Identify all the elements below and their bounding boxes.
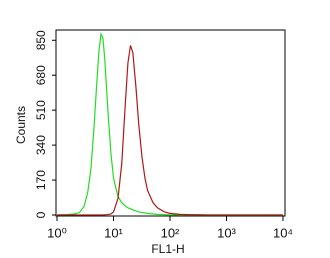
x-axis-label: FL1-H bbox=[151, 242, 184, 256]
series-line bbox=[57, 45, 283, 216]
y-tick-label: 340 bbox=[34, 135, 48, 155]
x-tick-label: 10¹ bbox=[104, 225, 123, 240]
x-tick-label: 10² bbox=[161, 225, 180, 240]
y-tick-label: 0 bbox=[34, 211, 48, 218]
x-tick-label: 10⁰ bbox=[47, 225, 67, 240]
series-line bbox=[56, 31, 283, 216]
y-tick-label: 510 bbox=[34, 100, 48, 120]
y-tick-label: 850 bbox=[34, 30, 48, 50]
x-tick-label: 10⁴ bbox=[273, 225, 293, 240]
x-tick-label: 10³ bbox=[217, 225, 236, 240]
y-axis-label: Counts bbox=[14, 106, 28, 144]
plot-frame bbox=[55, 29, 286, 217]
y-tick-label: 170 bbox=[34, 170, 48, 190]
y-tick-label: 680 bbox=[34, 65, 48, 85]
